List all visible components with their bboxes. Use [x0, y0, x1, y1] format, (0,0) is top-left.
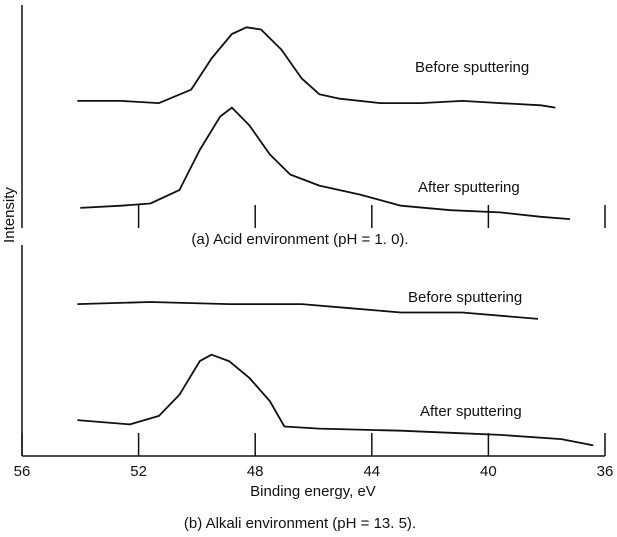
- x-tick-label: 48: [247, 463, 264, 480]
- x-tick-label: 56: [14, 463, 31, 480]
- x-tick-label: 52: [130, 463, 147, 480]
- spectrum-line: [80, 106, 571, 220]
- spectrum-line: [77, 26, 556, 109]
- series-label: Before sputtering: [408, 289, 522, 306]
- y-axis-label: Intensity: [1, 187, 18, 243]
- series-label: After sputtering: [420, 403, 522, 420]
- panel-caption: (a) Acid environment (pH = 1. 0).: [191, 231, 408, 248]
- panel-caption: (b) Alkali environment (pH = 13. 5).: [184, 515, 416, 532]
- x-tick-label: 40: [480, 463, 497, 480]
- spectrum-line: [77, 353, 594, 447]
- x-tick-label: 36: [597, 463, 614, 480]
- series-label: After sputtering: [418, 179, 520, 196]
- series-label: Before sputtering: [415, 59, 529, 76]
- spectrum-line: [77, 301, 539, 320]
- x-tick-label: 44: [363, 463, 380, 480]
- x-axis-label: Binding energy, eV: [250, 483, 376, 500]
